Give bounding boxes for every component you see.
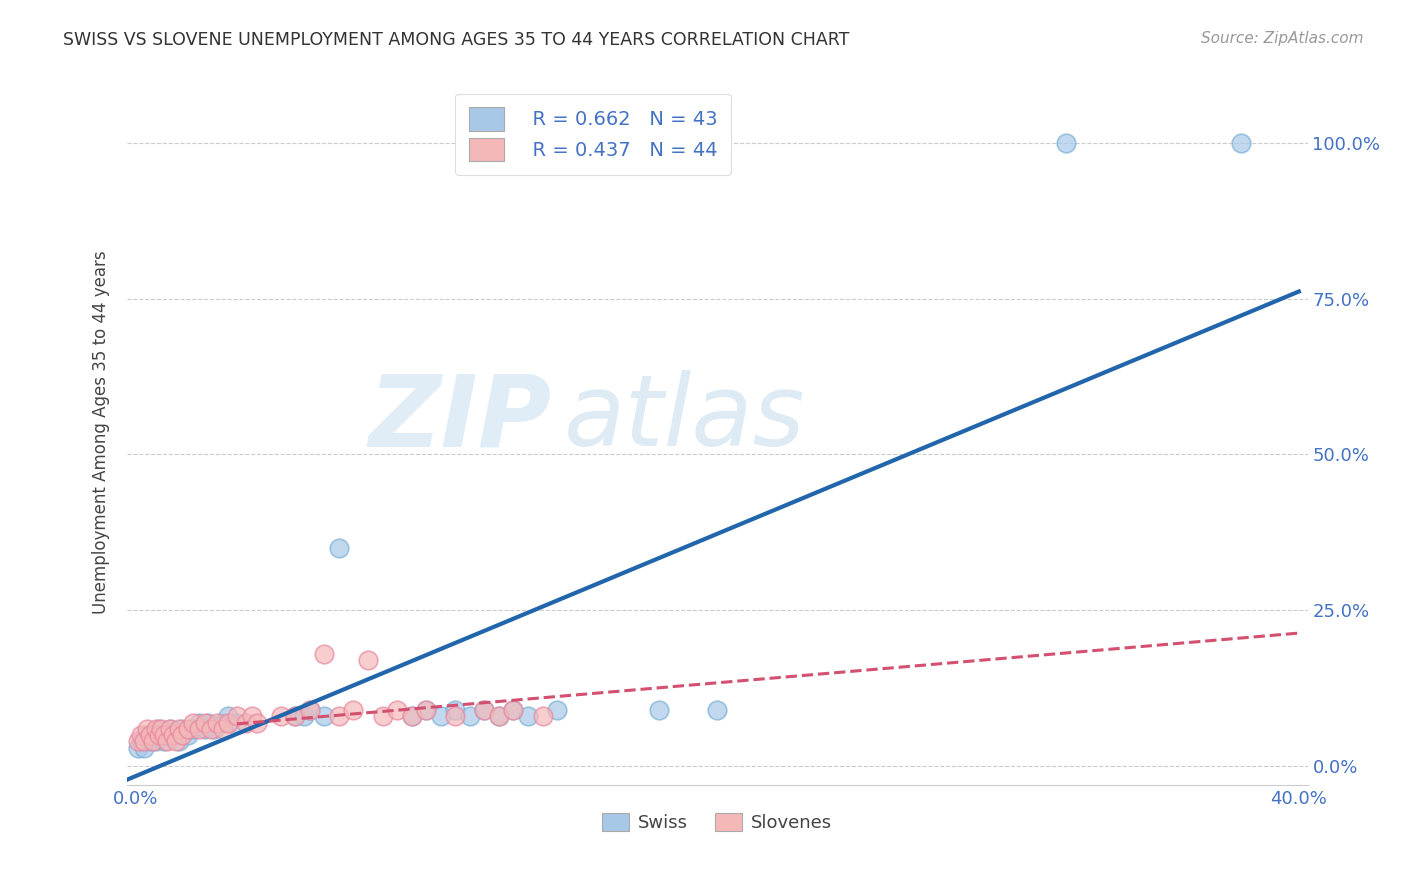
Point bbox=[648, 703, 671, 717]
Point bbox=[167, 722, 190, 736]
Point bbox=[211, 715, 233, 730]
Point bbox=[202, 722, 225, 736]
Point bbox=[444, 703, 467, 717]
Legend: Swiss, Slovenes: Swiss, Slovenes bbox=[595, 805, 839, 839]
Point bbox=[371, 709, 394, 723]
Point bbox=[159, 722, 181, 736]
Point bbox=[217, 709, 239, 723]
Point bbox=[197, 715, 219, 730]
Point bbox=[170, 722, 193, 736]
Point bbox=[292, 709, 315, 723]
Point bbox=[217, 715, 239, 730]
Point bbox=[183, 722, 205, 736]
Point bbox=[284, 709, 307, 723]
Point bbox=[488, 709, 510, 723]
Point bbox=[145, 734, 167, 748]
Point bbox=[183, 715, 205, 730]
Point bbox=[153, 728, 176, 742]
Text: ZIP: ZIP bbox=[368, 370, 551, 467]
Point bbox=[415, 703, 437, 717]
Point bbox=[328, 709, 350, 723]
Point bbox=[127, 740, 149, 755]
Point bbox=[150, 728, 173, 742]
Point bbox=[1054, 136, 1077, 150]
Point bbox=[531, 709, 554, 723]
Point bbox=[139, 728, 162, 742]
Point bbox=[188, 715, 211, 730]
Point bbox=[162, 728, 184, 742]
Point bbox=[139, 734, 162, 748]
Point bbox=[150, 722, 173, 736]
Point bbox=[401, 709, 423, 723]
Point bbox=[298, 703, 321, 717]
Point bbox=[270, 709, 292, 723]
Point bbox=[194, 722, 217, 736]
Point bbox=[458, 709, 481, 723]
Point bbox=[132, 734, 155, 748]
Point bbox=[142, 734, 165, 748]
Point bbox=[176, 728, 198, 742]
Point bbox=[357, 653, 380, 667]
Point bbox=[170, 728, 193, 742]
Point bbox=[517, 709, 540, 723]
Point bbox=[162, 728, 184, 742]
Point bbox=[135, 722, 157, 736]
Point bbox=[211, 722, 233, 736]
Point bbox=[706, 703, 728, 717]
Point bbox=[298, 703, 321, 717]
Point bbox=[488, 709, 510, 723]
Point bbox=[145, 722, 167, 736]
Point bbox=[1229, 136, 1251, 150]
Point bbox=[328, 541, 350, 555]
Point bbox=[194, 715, 217, 730]
Point bbox=[167, 734, 190, 748]
Point bbox=[188, 722, 211, 736]
Point bbox=[472, 703, 495, 717]
Text: Source: ZipAtlas.com: Source: ZipAtlas.com bbox=[1201, 31, 1364, 46]
Text: atlas: atlas bbox=[564, 370, 806, 467]
Point bbox=[200, 722, 222, 736]
Y-axis label: Unemployment Among Ages 35 to 44 years: Unemployment Among Ages 35 to 44 years bbox=[91, 251, 110, 615]
Point bbox=[226, 709, 249, 723]
Point bbox=[159, 722, 181, 736]
Point bbox=[135, 728, 157, 742]
Point bbox=[129, 728, 152, 742]
Point bbox=[415, 703, 437, 717]
Point bbox=[444, 709, 467, 723]
Point bbox=[472, 703, 495, 717]
Point bbox=[502, 703, 524, 717]
Point bbox=[284, 709, 307, 723]
Point bbox=[142, 728, 165, 742]
Point bbox=[240, 709, 263, 723]
Point bbox=[176, 722, 198, 736]
Point bbox=[165, 734, 187, 748]
Text: SWISS VS SLOVENE UNEMPLOYMENT AMONG AGES 35 TO 44 YEARS CORRELATION CHART: SWISS VS SLOVENE UNEMPLOYMENT AMONG AGES… bbox=[63, 31, 849, 49]
Point bbox=[127, 734, 149, 748]
Point bbox=[132, 740, 155, 755]
Point bbox=[546, 703, 568, 717]
Point bbox=[226, 715, 249, 730]
Point bbox=[502, 703, 524, 717]
Point bbox=[235, 715, 257, 730]
Point bbox=[129, 734, 152, 748]
Point bbox=[148, 728, 170, 742]
Point bbox=[314, 647, 336, 661]
Point bbox=[205, 715, 228, 730]
Point bbox=[156, 728, 179, 742]
Point bbox=[148, 722, 170, 736]
Point bbox=[401, 709, 423, 723]
Point bbox=[342, 703, 364, 717]
Point bbox=[246, 715, 269, 730]
Point bbox=[153, 734, 176, 748]
Point bbox=[314, 709, 336, 723]
Point bbox=[156, 734, 179, 748]
Point bbox=[385, 703, 408, 717]
Point bbox=[429, 709, 451, 723]
